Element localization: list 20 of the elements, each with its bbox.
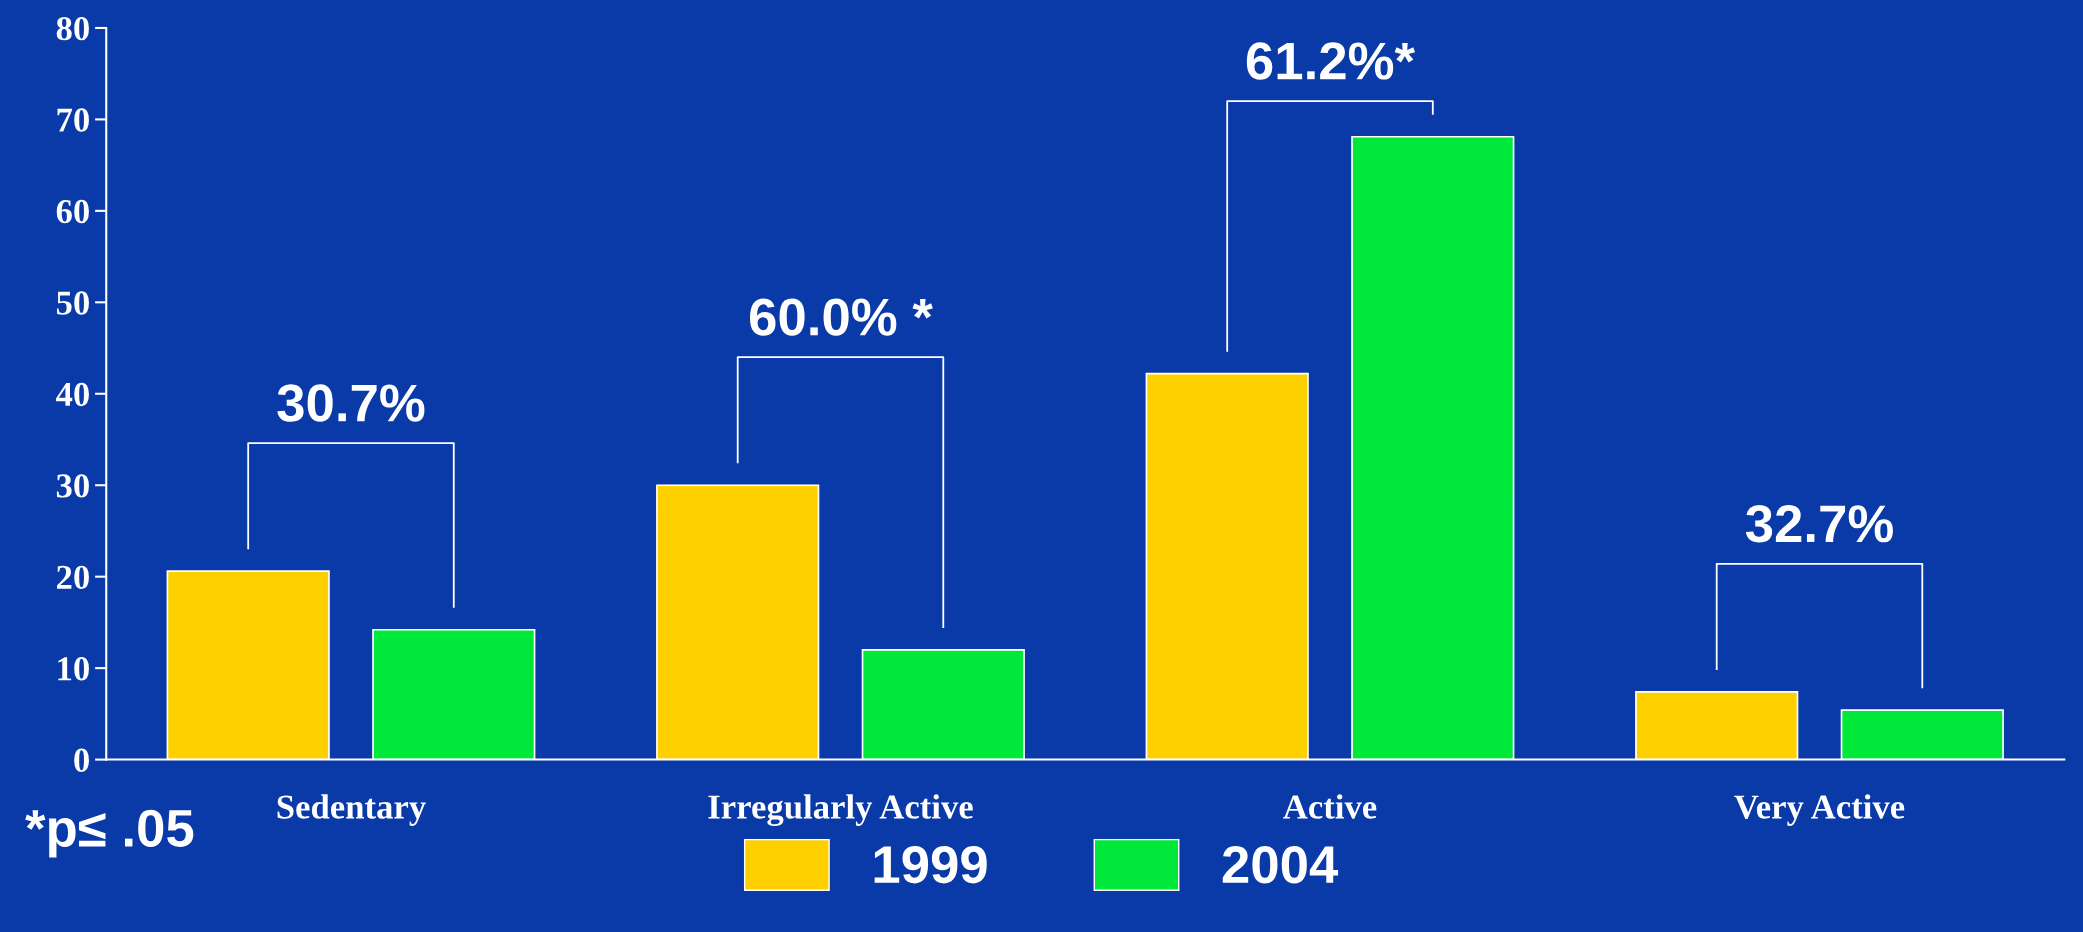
y-tick-label: 60 (56, 199, 89, 224)
annotation: 30.7% (277, 384, 425, 422)
y-tick-label: 70 (57, 108, 89, 132)
x-tick-label: Sedentary (277, 794, 426, 826)
y-tick-label: 40 (56, 382, 89, 407)
text: *p≤ .05 (25, 809, 194, 858)
x-tick-label: Active (1283, 794, 1377, 819)
legend-label: 2004 (1222, 846, 1339, 884)
y-tick-label: 20 (57, 565, 89, 590)
y-tick-label: 30 (56, 474, 89, 498)
annotation: 61.2%* (1246, 42, 1416, 80)
y-tick-label: 10 (58, 657, 89, 681)
annotation: 60.0% * (750, 298, 933, 336)
annotation: 32.7% (1745, 505, 1893, 543)
y-tick-label: 50 (56, 291, 89, 315)
y-tick-label: 80 (56, 16, 89, 41)
x-tick-label: Irregularly Active (708, 794, 973, 827)
legend-label: 1999 (874, 846, 987, 884)
x-tick-label: Very Active (1734, 794, 1905, 826)
y-tick-label: 0 (74, 748, 89, 772)
